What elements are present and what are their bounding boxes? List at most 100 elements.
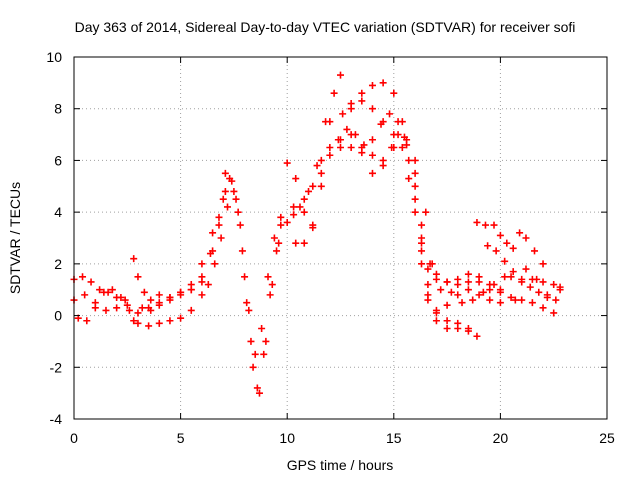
series-track-b (70, 175, 285, 358)
data-point (300, 195, 308, 203)
data-point (147, 296, 155, 304)
data-point (464, 278, 472, 286)
data-point (522, 234, 530, 242)
series-track-l (484, 242, 560, 304)
data-point (262, 337, 270, 345)
data-point (226, 175, 234, 183)
data-point (479, 288, 487, 296)
data-point (113, 304, 121, 312)
data-point (539, 260, 547, 268)
data-point (528, 299, 536, 307)
data-point (134, 319, 142, 327)
data-point (155, 301, 163, 309)
data-point (473, 218, 481, 226)
data-point (290, 203, 298, 211)
data-point (550, 309, 558, 317)
data-point (550, 281, 558, 289)
data-point (260, 350, 268, 358)
data-point (317, 169, 325, 177)
data-point (464, 270, 472, 278)
data-point (255, 389, 263, 397)
data-point (464, 286, 472, 294)
data-point (81, 291, 89, 299)
data-point (117, 293, 125, 301)
data-point (398, 118, 406, 126)
data-point (134, 309, 142, 317)
data-point (552, 296, 560, 304)
data-point (206, 250, 214, 258)
data-point (428, 260, 436, 268)
data-point (411, 182, 419, 190)
data-point (326, 118, 334, 126)
data-point (432, 317, 440, 325)
data-point (326, 144, 334, 151)
data-point (234, 208, 242, 216)
data-point (539, 304, 547, 312)
data-point (490, 281, 498, 289)
data-point (241, 273, 249, 281)
data-point (368, 81, 376, 89)
data-point (484, 242, 492, 250)
data-point (454, 291, 462, 299)
data-point (296, 203, 304, 211)
data-point (454, 325, 462, 332)
data-point (330, 89, 338, 97)
data-point (215, 221, 223, 229)
data-point (405, 175, 413, 183)
data-point (247, 337, 255, 345)
data-point (275, 239, 283, 247)
data-point (496, 231, 504, 239)
data-point (283, 159, 291, 167)
series-track-e (283, 89, 481, 340)
data-point (531, 247, 539, 255)
data-point (277, 221, 285, 229)
data-point (496, 299, 504, 307)
y-tick-label: 0 (54, 308, 62, 324)
data-point (443, 317, 451, 325)
data-point (166, 293, 174, 301)
data-point (300, 239, 308, 247)
axis-ticks: 0 5 10 15 20 25 -4 -2 0 2 4 6 8 10 (46, 49, 615, 446)
data-point (443, 278, 451, 286)
data-point (437, 286, 445, 294)
data-point (130, 317, 138, 325)
data-point (411, 156, 419, 164)
data-point (211, 260, 219, 268)
data-point (317, 156, 325, 164)
data-point (432, 306, 440, 314)
data-point (447, 288, 455, 296)
data-point (290, 211, 298, 219)
data-point (221, 169, 229, 177)
data-point (177, 314, 185, 322)
data-point (268, 281, 276, 289)
data-point (390, 144, 398, 151)
data-point (219, 195, 227, 203)
data-point (300, 208, 308, 216)
y-tick-label: -2 (50, 359, 63, 375)
data-point (337, 136, 344, 144)
data-point (443, 301, 451, 309)
data-point (264, 273, 272, 281)
data-point (134, 273, 142, 281)
data-point (273, 247, 281, 255)
data-point (236, 221, 244, 229)
data-point (490, 221, 498, 229)
series-track-k (473, 218, 547, 268)
data-point (518, 296, 526, 304)
data-point (486, 296, 494, 304)
data-point (270, 234, 278, 242)
data-point (386, 110, 394, 118)
series-track-c (74, 187, 283, 397)
data-point (507, 273, 515, 281)
data-point (533, 275, 541, 283)
y-axis-label: SDTVAR / TECUs (7, 182, 23, 294)
data-point (277, 213, 285, 221)
data-point (492, 247, 500, 255)
data-point (198, 278, 206, 286)
data-point (379, 79, 387, 87)
data-point (79, 273, 87, 281)
data-point (309, 182, 317, 190)
data-point (198, 291, 206, 299)
data-point (368, 105, 376, 113)
